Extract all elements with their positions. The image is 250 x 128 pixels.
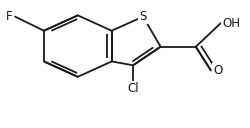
Text: S: S (139, 10, 146, 23)
Text: Cl: Cl (127, 82, 138, 95)
Text: O: O (212, 64, 222, 77)
Text: OH: OH (221, 17, 239, 30)
Text: F: F (6, 10, 12, 23)
